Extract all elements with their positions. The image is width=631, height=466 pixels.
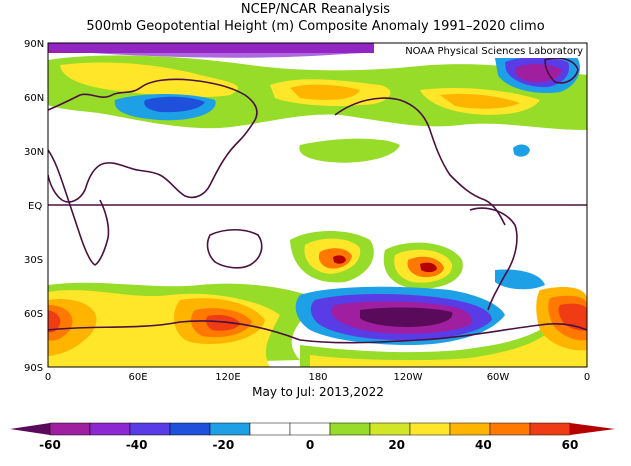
siberia-positive [60, 62, 239, 98]
asia-negative-core [144, 96, 205, 113]
colorbar-tick-label: -40 [126, 438, 148, 452]
lon-label-60e: 60E [128, 372, 147, 383]
lat-label-60n: 60N [24, 93, 44, 104]
lon-label-60w: 60W [487, 372, 510, 383]
title-line-2: 500mb Geopotential Height (m) Composite … [86, 19, 545, 34]
colorbar-tick-label: 0 [306, 438, 314, 452]
australia-south-positive-c [205, 314, 240, 331]
colorbar-cell [329, 422, 371, 436]
australia-coast [206, 228, 263, 269]
colorbar-cell [369, 422, 411, 436]
lat-label-30s: 30S [24, 255, 43, 266]
title-line-1: NCEP/NCAR Reanalysis [240, 2, 391, 17]
colorbar-cell [129, 422, 171, 436]
south-atlantic-blue [495, 269, 545, 290]
north-america-coast [334, 97, 506, 226]
colorbar-cell [89, 422, 131, 436]
colorbar-tick-label: 40 [475, 438, 492, 452]
sh-positive-1d [333, 255, 346, 264]
colorbar-max-arrow [570, 423, 615, 435]
lat-ticks: 90N 60N 30N EQ 30S 60S 90S [24, 39, 44, 374]
date-subtitle: May to Jul: 2013,2022 [252, 385, 384, 399]
colorbar-cell [249, 422, 291, 436]
colorbar-cell [289, 422, 331, 436]
south-america-coast [469, 207, 518, 311]
lat-label-90s: 90S [24, 363, 43, 374]
lat-label-90n: 90N [24, 39, 44, 50]
colorbar-cell [529, 422, 571, 436]
lon-label-0-west: 0 [45, 372, 51, 383]
southern-band-east-2 [310, 310, 587, 367]
colorbar-tick-label: 60 [562, 438, 579, 452]
eurasia-coast [48, 78, 258, 203]
lat-label-30n: 30N [24, 147, 44, 158]
west-positive-1c [48, 310, 61, 333]
lon-label-120w: 120W [394, 372, 423, 383]
colorbar-min-arrow [10, 423, 50, 435]
sh-positive-2d [420, 262, 437, 273]
atlantic-blue-spot [513, 144, 530, 157]
colorbar-cell [169, 422, 211, 436]
credit-text: NOAA Physical Sciences Laboratory [405, 46, 583, 57]
lon-label-180: 180 [308, 372, 327, 383]
lat-label-eq: EQ [28, 201, 42, 212]
lon-ticks: 0 60E 120E 180 120W 60W 0 [45, 372, 590, 383]
colorbar-tick-label: -20 [212, 438, 234, 452]
colorbar-cell [449, 422, 491, 436]
colorbar-tick-label: -60 [39, 438, 61, 452]
lat-label-60s: 60S [24, 309, 43, 320]
antarctica-coast [48, 320, 587, 344]
colorbar: -60 -40 -20 0 20 40 60 [10, 422, 615, 452]
greenland-coast [544, 57, 579, 84]
colorbar-cell [409, 422, 451, 436]
africa-coast [48, 149, 110, 266]
amundsen-negative-core [360, 307, 453, 327]
coastlines [48, 57, 587, 344]
lon-label-0-east: 0 [584, 372, 590, 383]
colorbar-cell [489, 422, 531, 436]
colorbar-cell [209, 422, 251, 436]
map-panel: NOAA Physical Sciences Laboratory 90N 60… [24, 39, 590, 383]
atlantic-positive-core [440, 93, 520, 109]
colorbar-tick-label: 20 [388, 438, 405, 452]
anomaly-fields [48, 43, 587, 367]
pacific-green [299, 138, 400, 163]
colorbar-cell [49, 422, 91, 436]
lon-label-120e: 120E [215, 372, 240, 383]
map-frame [47, 42, 588, 368]
colorbar-cells [49, 422, 571, 436]
colorbar-tick-labels: -60 -40 -20 0 20 40 60 [39, 438, 578, 452]
pacific-positive-core [290, 84, 360, 100]
credit-box [374, 42, 587, 58]
